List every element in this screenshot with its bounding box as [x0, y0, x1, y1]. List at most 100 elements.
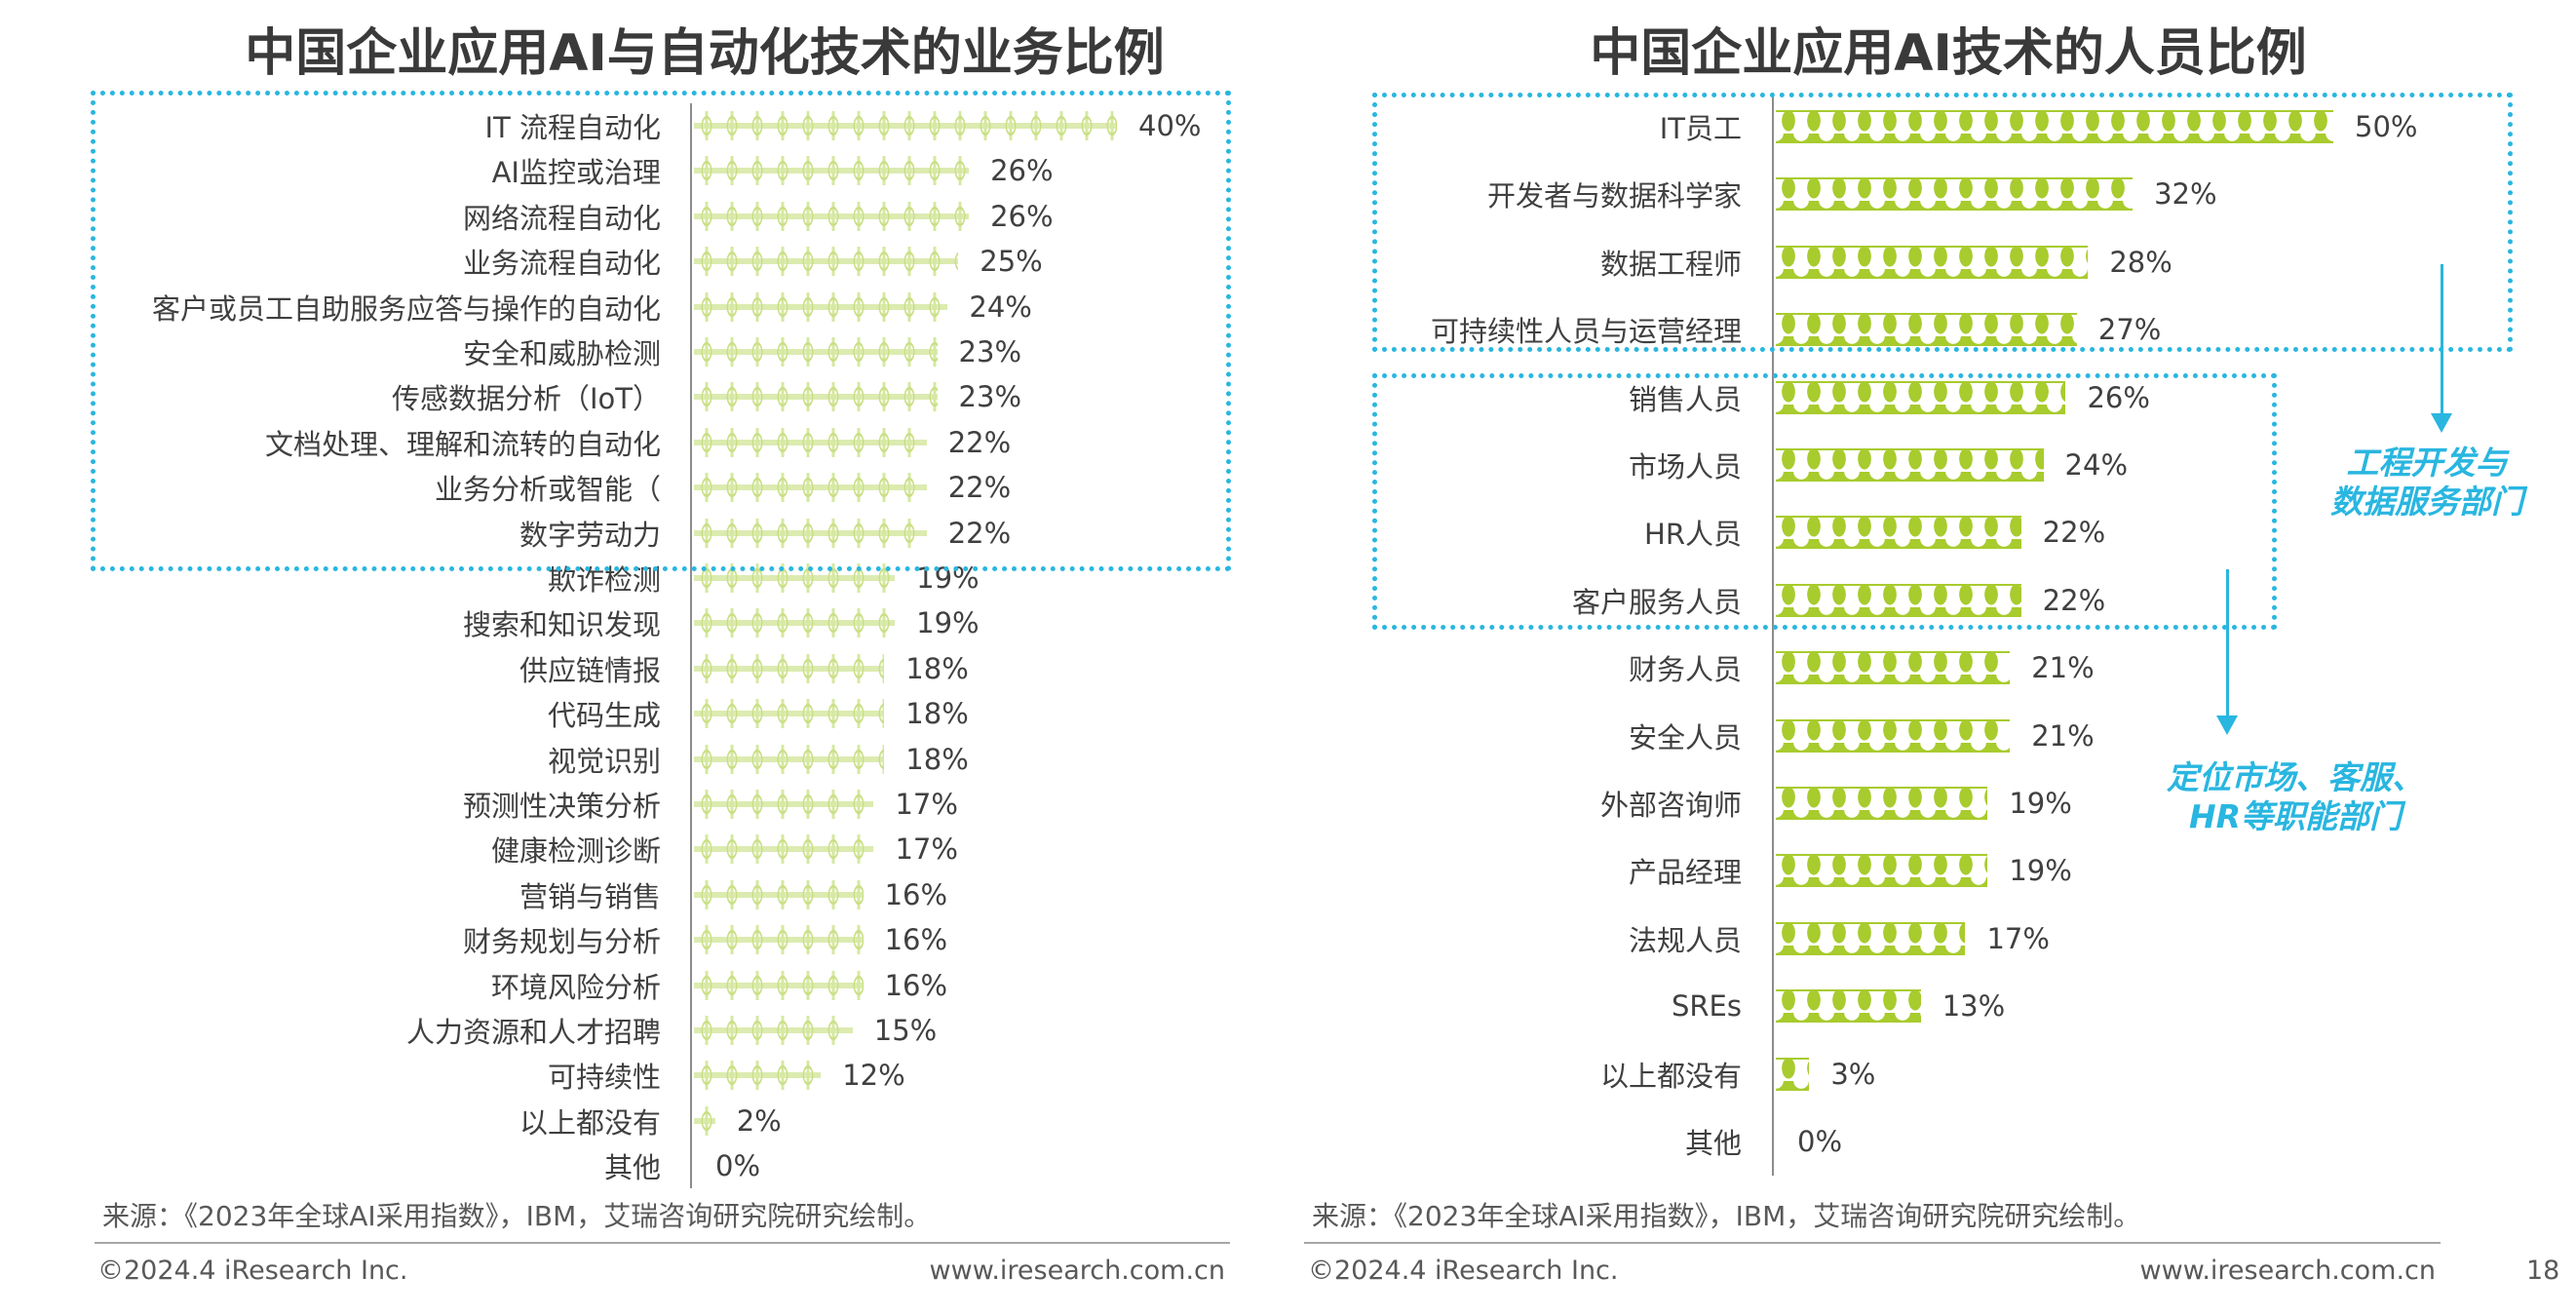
bar	[694, 653, 885, 683]
bar	[694, 879, 864, 909]
bar	[694, 247, 959, 277]
bar	[694, 111, 1117, 140]
data-label: 25%	[980, 245, 1043, 279]
category-label: 代码生成	[547, 699, 661, 733]
category-label: 市场人员	[1628, 450, 1742, 483]
left-copyright: ©2024.4 iResearch Inc.	[97, 1256, 408, 1286]
left-source-note: 来源：《2023年全球AI采用指数》，IBM，艾瑞咨询研究院研究绘制。	[102, 1200, 932, 1232]
data-label: 27%	[2097, 313, 2162, 347]
note-line: HR等职能部门	[2188, 797, 2403, 835]
data-label: 17%	[895, 788, 958, 821]
bar	[694, 1016, 853, 1045]
engineering-highlight-box	[1372, 93, 2513, 352]
bar	[1776, 989, 1921, 1024]
category-label: 网络流程自动化	[462, 201, 661, 235]
bar	[1776, 583, 2021, 617]
right-chart-title: 中国企业应用AI技术的人员比例	[1590, 24, 2307, 83]
data-label: 26%	[990, 154, 1054, 188]
data-label: 26%	[990, 199, 1054, 233]
bar	[1776, 110, 2333, 143]
category-label: 环境风险分析	[490, 970, 661, 1004]
data-label: 26%	[2087, 380, 2150, 414]
bar	[1776, 787, 1988, 820]
category-label: 搜索和知识发现	[462, 608, 661, 642]
category-label: 健康检测诊断	[490, 834, 661, 869]
left-website-link[interactable]: www.iresearch.com.cn	[929, 1256, 1225, 1286]
right-website-link[interactable]: www.iresearch.com.cn	[2139, 1256, 2436, 1286]
note-line: 工程开发与	[2346, 444, 2508, 482]
category-label: 可持续性	[547, 1061, 661, 1095]
category-label: 法规人员	[1628, 923, 1742, 957]
data-label: 12%	[842, 1059, 905, 1093]
category-label: 以上都没有	[1599, 1059, 1742, 1093]
data-label: 50%	[2355, 110, 2418, 143]
data-label: 24%	[969, 290, 1032, 324]
data-label: 13%	[1942, 989, 2006, 1024]
data-label: 2%	[736, 1103, 782, 1138]
data-label: 16%	[884, 923, 948, 957]
data-label: 15%	[873, 1014, 938, 1047]
data-label: 23%	[958, 335, 1022, 368]
bar	[694, 156, 970, 186]
category-label: 开发者与数据科学家	[1486, 179, 1742, 213]
left-highlight-box	[91, 91, 1231, 571]
bar	[1776, 921, 1966, 955]
data-label: 40%	[1138, 109, 1202, 142]
data-label: 18%	[905, 697, 969, 731]
data-label: 28%	[2109, 245, 2172, 279]
bar	[694, 608, 896, 638]
bar	[1776, 651, 2011, 685]
bar	[1776, 854, 1988, 888]
note-line: 定位市场、客服、	[2167, 758, 2424, 796]
data-label: 19%	[2009, 854, 2072, 888]
bar	[694, 744, 885, 774]
category-label: 其他	[1684, 1127, 1742, 1160]
bar	[694, 382, 938, 412]
bar	[1776, 245, 2089, 279]
functional-highlight-box	[1372, 373, 2277, 630]
bar	[694, 699, 885, 729]
category-label: 销售人员	[1628, 382, 1742, 416]
bar	[1776, 380, 2066, 414]
category-label: 传感数据分析（IoT）	[391, 382, 661, 416]
category-label: 供应链情报	[519, 653, 661, 687]
data-label: 0%	[1797, 1125, 1843, 1158]
data-label: 18%	[905, 742, 969, 776]
data-label: 22%	[947, 516, 1012, 550]
category-label: 以上都没有	[519, 1105, 661, 1140]
bar	[1776, 516, 2021, 550]
right-source-note: 来源：《2023年全球AI采用指数》，IBM，艾瑞咨询研究院研究绘制。	[1312, 1200, 2141, 1232]
bar	[694, 473, 927, 503]
data-label: 23%	[958, 380, 1022, 414]
data-label: 21%	[2031, 651, 2095, 685]
category-label: 其他	[603, 1151, 661, 1185]
data-label: 17%	[1986, 921, 2050, 955]
data-label: 32%	[2154, 177, 2217, 212]
data-label: 3%	[1830, 1057, 1876, 1091]
category-label: HR人员	[1644, 518, 1742, 552]
arrow-down-icon	[2216, 569, 2238, 735]
bar	[1776, 177, 2134, 212]
category-label: 业务分析或智能（	[434, 473, 661, 507]
data-label: 19%	[916, 606, 980, 640]
category-label: 财务规划与分析	[462, 925, 661, 959]
data-label: 16%	[884, 877, 948, 911]
arrow-down-icon	[2431, 264, 2452, 433]
category-label: 人力资源和人才招聘	[405, 1016, 661, 1049]
category-label: 外部咨询师	[1599, 789, 1742, 822]
data-label: 16%	[884, 968, 948, 1002]
bar	[694, 427, 927, 457]
data-label: 22%	[947, 425, 1012, 459]
category-label: 可持续性人员与运营经理	[1430, 315, 1742, 349]
data-label: 18%	[905, 651, 969, 685]
data-label: 22%	[947, 471, 1012, 505]
bar	[694, 518, 927, 548]
bar	[694, 201, 970, 231]
data-label: 24%	[2064, 448, 2129, 482]
category-label: 文档处理、理解和流转的自动化	[264, 427, 661, 461]
bar	[694, 291, 948, 322]
bar	[1776, 313, 2077, 347]
bar	[694, 337, 938, 367]
bar	[1776, 718, 2011, 753]
left-chart-title: 中国企业应用AI与自动化技术的业务比例	[245, 24, 1165, 83]
